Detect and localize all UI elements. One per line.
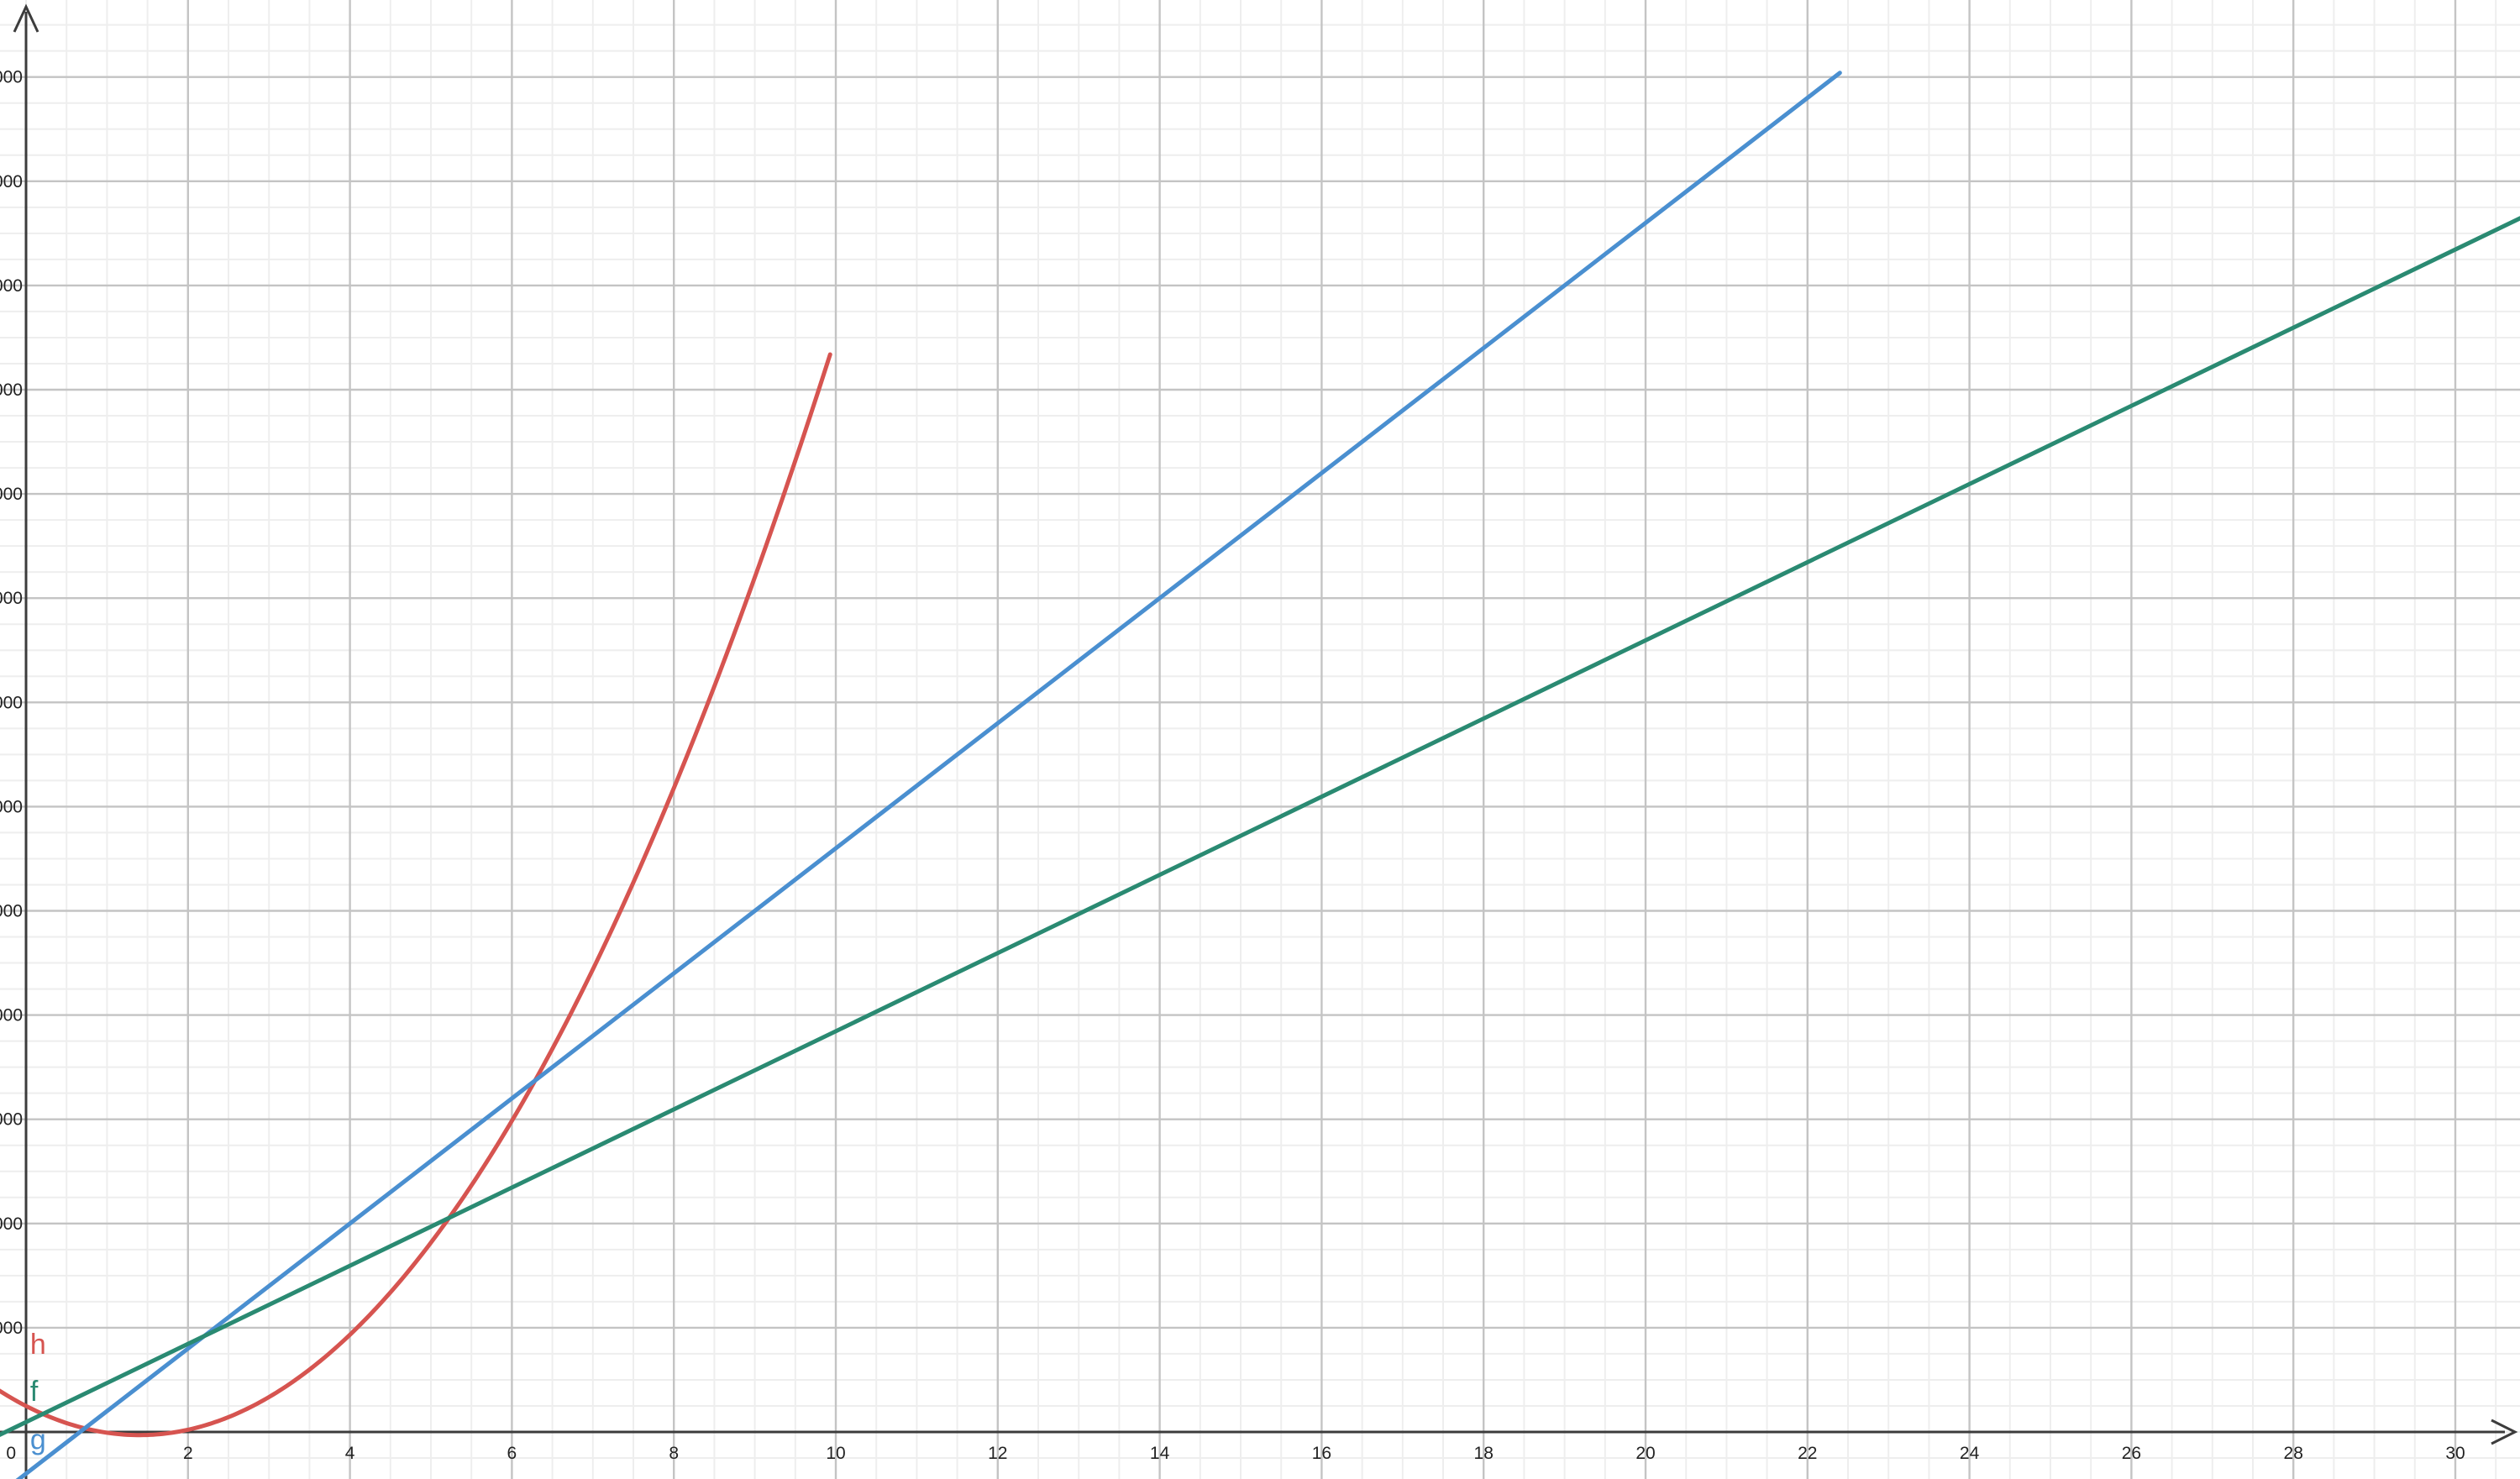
curves[interactable] <box>0 71 2520 1479</box>
curve-h[interactable] <box>0 352 832 1438</box>
svg-text:16000: 16000 <box>0 589 23 608</box>
svg-text:14000: 14000 <box>0 693 23 712</box>
curve-label-f: f <box>30 1376 39 1408</box>
svg-text:20000: 20000 <box>0 380 23 400</box>
curve-f[interactable] <box>0 171 2520 1437</box>
svg-text:28: 28 <box>2284 1444 2303 1463</box>
svg-text:20: 20 <box>1635 1444 1655 1463</box>
svg-text:18: 18 <box>1474 1444 1494 1463</box>
curve-labels: h gf <box>30 1329 46 1456</box>
svg-text:26: 26 <box>2122 1444 2141 1463</box>
svg-text:12: 12 <box>988 1444 1007 1463</box>
svg-text:10000: 10000 <box>0 902 23 921</box>
svg-text:0: 0 <box>6 1444 16 1463</box>
tick-labels: 2468101214161820222426283020004000600080… <box>0 68 2465 1463</box>
svg-text:12000: 12000 <box>0 797 23 816</box>
svg-text:22: 22 <box>1798 1444 1817 1463</box>
svg-text:18000: 18000 <box>0 485 23 504</box>
svg-text:22000: 22000 <box>0 276 23 296</box>
svg-text:10: 10 <box>826 1444 845 1463</box>
svg-text:4: 4 <box>345 1444 355 1463</box>
curve-label-g: g <box>30 1424 46 1455</box>
svg-text:8000: 8000 <box>0 1006 23 1025</box>
axes <box>0 3 2518 1479</box>
svg-text:26000: 26000 <box>0 68 23 87</box>
svg-text:4000: 4000 <box>0 1214 23 1234</box>
svg-text:30: 30 <box>2445 1444 2465 1463</box>
svg-text:16: 16 <box>1312 1444 1331 1463</box>
svg-text:24: 24 <box>1960 1444 1980 1463</box>
curve-label-h: h <box>30 1329 46 1361</box>
svg-text:6: 6 <box>507 1444 517 1463</box>
svg-text:24000: 24000 <box>0 172 23 191</box>
svg-text:6000: 6000 <box>0 1110 23 1130</box>
svg-text:8: 8 <box>669 1444 679 1463</box>
svg-text:2: 2 <box>183 1444 193 1463</box>
svg-text:2000: 2000 <box>0 1319 23 1338</box>
svg-text:14: 14 <box>1150 1444 1170 1463</box>
curve-g[interactable] <box>0 71 1842 1479</box>
